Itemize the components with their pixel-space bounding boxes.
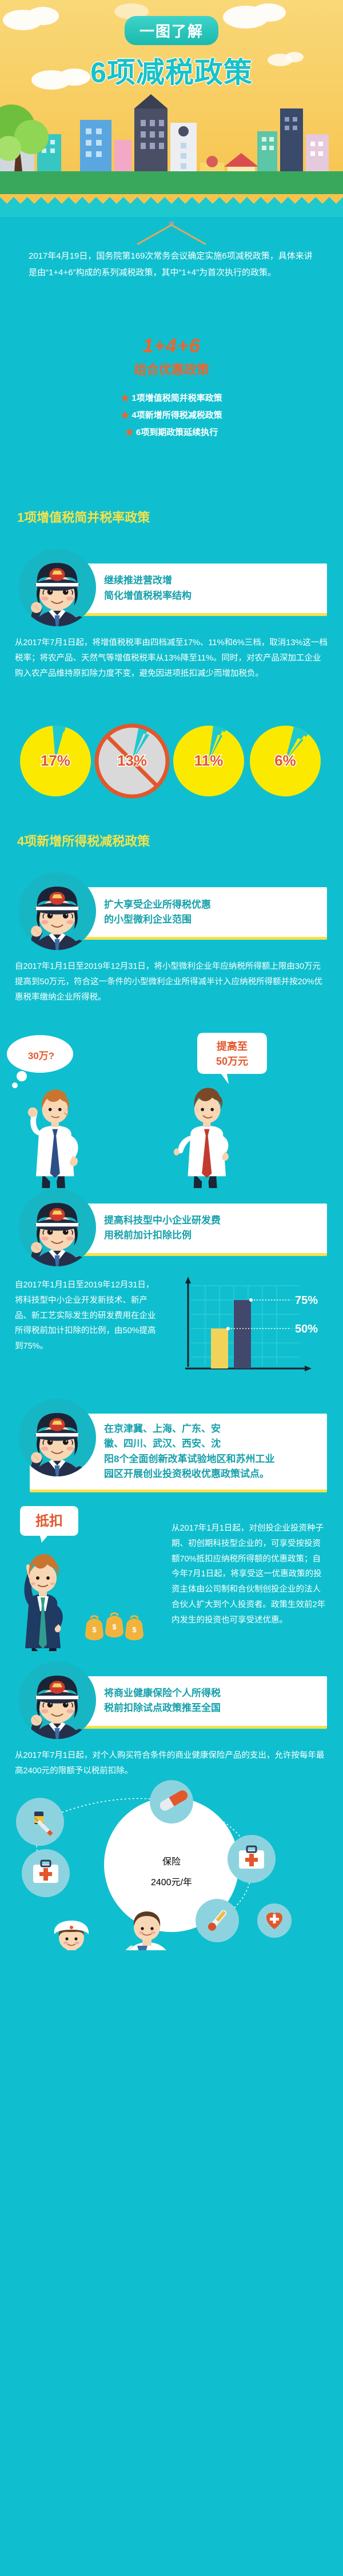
svg-text:11%: 11% (194, 752, 224, 769)
svg-text:2400元/年: 2400元/年 (151, 1877, 192, 1887)
svg-text:75%: 75% (295, 1294, 318, 1307)
svg-text:抵扣: 抵扣 (35, 1513, 63, 1529)
svg-text:50万元: 50万元 (216, 1056, 248, 1067)
svg-text:$: $ (132, 1625, 137, 1634)
svg-text:50%: 50% (295, 1323, 318, 1335)
svg-text:提高至: 提高至 (217, 1040, 248, 1052)
svg-text:30万?: 30万? (28, 1050, 54, 1061)
svg-text:13%: 13% (117, 752, 147, 769)
svg-text:$: $ (92, 1625, 97, 1634)
svg-text:保险: 保险 (162, 1857, 181, 1867)
svg-text:$: $ (112, 1623, 117, 1631)
svg-text:17%: 17% (41, 752, 70, 769)
svg-text:6%: 6% (274, 752, 296, 769)
